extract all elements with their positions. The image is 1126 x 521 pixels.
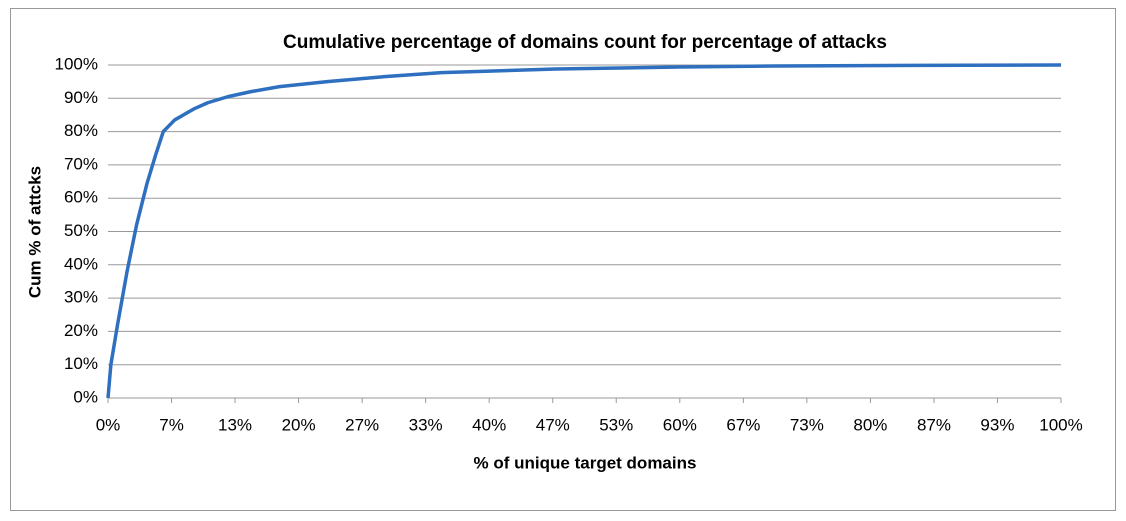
x-tick-label: 13% [218,415,252,434]
y-tick-label: 50% [64,221,98,240]
x-tick-label: 100% [1039,415,1082,434]
x-tick-label: 7% [159,415,184,434]
x-tick-label: 80% [853,415,887,434]
y-tick-label: 100% [55,54,98,73]
chart-border [10,8,1116,511]
x-tick-label: 40% [472,415,506,434]
y-tick-label: 60% [64,188,98,207]
x-tick-label: 87% [917,415,951,434]
y-axis-title: Cum % of attcks [25,166,44,298]
x-tick-label: 73% [790,415,824,434]
y-tick-label: 10% [64,354,98,373]
chart-title: Cumulative percentage of domains count f… [283,32,887,53]
x-tick-label: 60% [663,415,697,434]
y-tick-label: 80% [64,121,98,140]
x-tick-label: 93% [980,415,1014,434]
x-tick-label: 33% [409,415,443,434]
x-tick-label: 0% [96,415,121,434]
y-tick-label: 40% [64,254,98,273]
x-tick-label: 20% [282,415,316,434]
x-tick-label: 53% [599,415,633,434]
x-tick-label: 47% [536,415,570,434]
x-axis-title: % of unique target domains [474,453,697,472]
line-series [106,63,1062,399]
y-tick-label: 90% [64,88,98,107]
y-tick-label: 20% [64,321,98,340]
y-tick-label: 0% [73,387,98,406]
y-tick-label: 30% [64,288,98,307]
x-tick-label: 67% [726,415,760,434]
x-tick-label: 27% [345,415,379,434]
y-tick-label: 70% [64,154,98,173]
